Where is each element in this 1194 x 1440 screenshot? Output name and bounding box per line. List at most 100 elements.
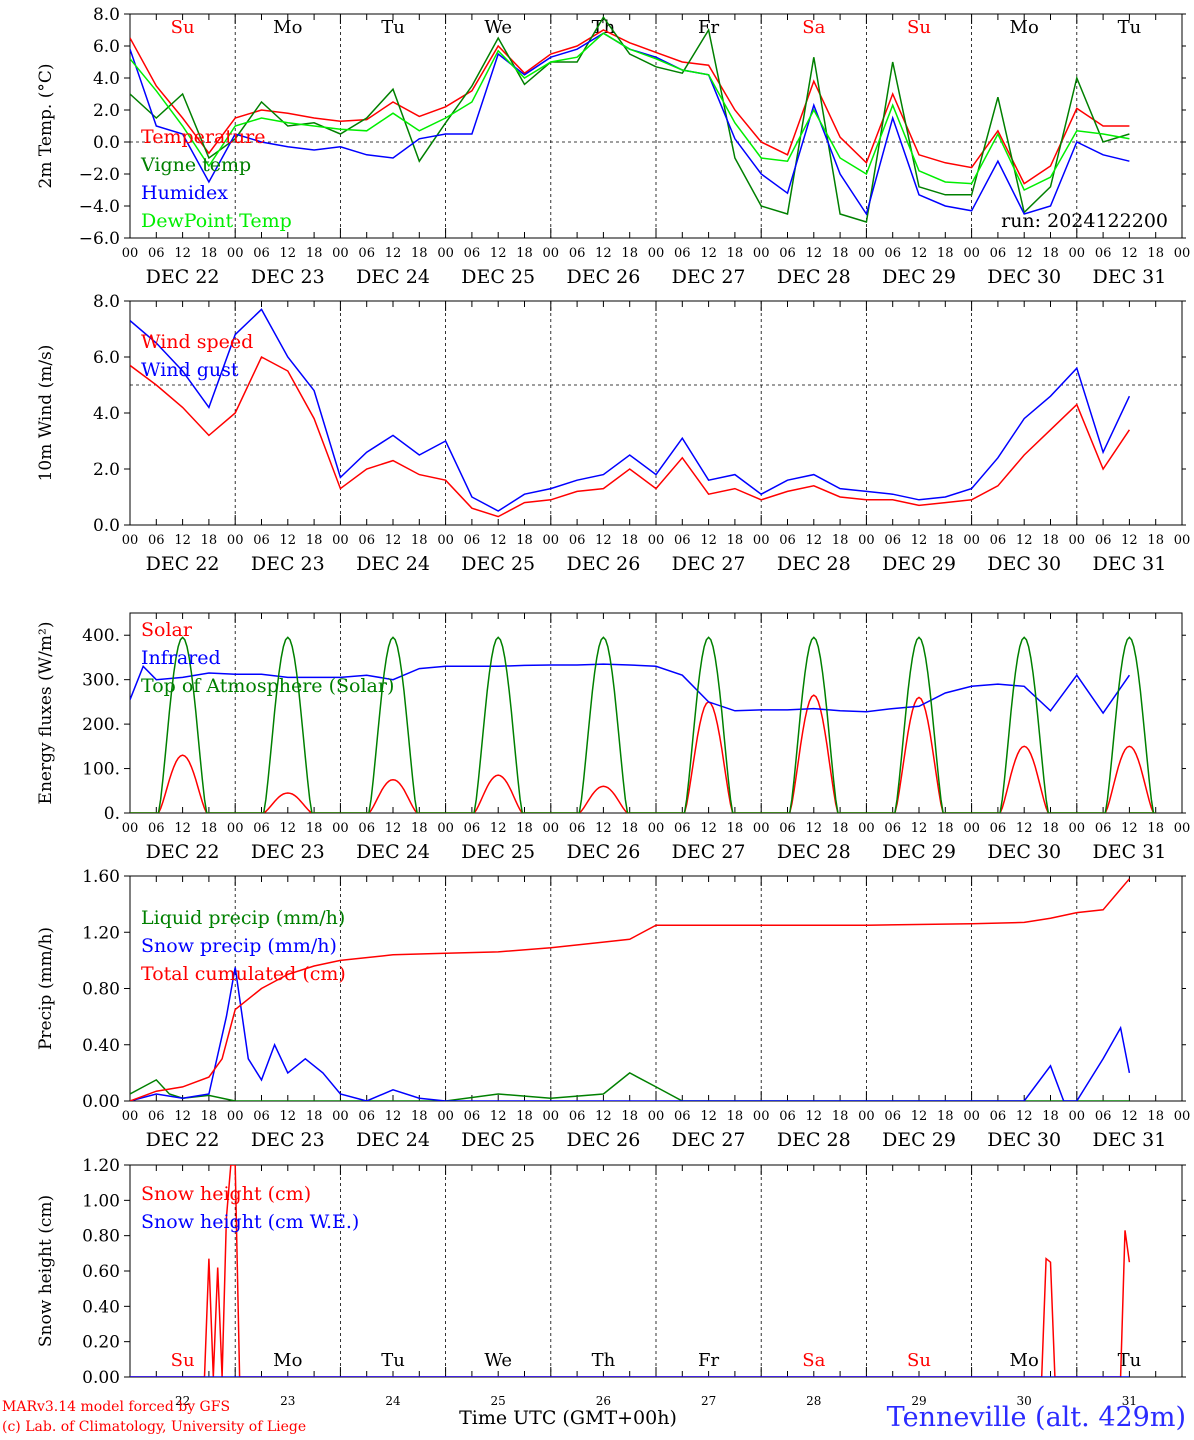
date-label: DEC 22: [146, 1129, 220, 1151]
x-tick-label: 12: [174, 533, 191, 548]
x-tick-label: 00: [858, 533, 875, 548]
plot-frame: [129, 300, 1183, 526]
x-tick-label: 00: [753, 533, 770, 548]
weekday-label: Tu: [1118, 17, 1142, 38]
date-label: DEC 24: [356, 841, 430, 863]
day-number-label: 30: [1017, 1394, 1032, 1408]
weekday-label: Su: [171, 1350, 195, 1371]
weekday-label: Th: [592, 1350, 616, 1371]
x-tick-label: 18: [937, 246, 954, 261]
x-tick-label: 12: [1016, 246, 1033, 261]
date-label: DEC 25: [461, 841, 535, 863]
x-tick-label: 00: [648, 246, 665, 261]
y-tick-label: 0.20: [82, 1333, 120, 1353]
x-tick-label: 18: [306, 533, 323, 548]
x-tick-label: 12: [174, 821, 191, 836]
x-tick-label: 12: [595, 1109, 612, 1124]
x-tick-label: 06: [253, 246, 270, 261]
weekday-label: We: [484, 1350, 512, 1371]
x-tick-label: 18: [937, 533, 954, 548]
date-label: DEC 26: [566, 1129, 640, 1151]
y-tick-label: 200.: [82, 715, 120, 735]
x-tick-label: 18: [937, 1109, 954, 1124]
date-label: DEC 26: [566, 553, 640, 575]
x-tick-label: 06: [779, 533, 796, 548]
x-tick-label: 00: [332, 1109, 349, 1124]
date-label: DEC 25: [461, 1129, 535, 1151]
run-label: run: 2024122200: [1001, 210, 1168, 232]
date-label: DEC 29: [882, 841, 956, 863]
y-tick-label: 0.0: [93, 516, 120, 536]
date-label: DEC 30: [987, 1129, 1061, 1151]
y-tick-label: 100.: [82, 760, 120, 780]
x-tick-label: 06: [779, 1109, 796, 1124]
panel-3: 400. 300. 200. 100. 0. Energy fluxes (W/m²) 00…: [36, 612, 1190, 863]
y-axis-label: 10m Wind (m/s): [36, 345, 56, 482]
date-label: DEC 31: [1092, 266, 1166, 288]
x-tick-label: 18: [306, 821, 323, 836]
x-tick-label: 18: [411, 1109, 428, 1124]
x-tick-label: 18: [727, 821, 744, 836]
x-tick-label: 06: [884, 821, 901, 836]
x-tick-label: 00: [858, 1109, 875, 1124]
day-number-label: 22: [175, 1394, 190, 1408]
y-tick-label: 2.0: [93, 101, 120, 121]
y-tick-label: 0.0: [93, 133, 120, 153]
date-label: DEC 30: [987, 553, 1061, 575]
panel-1: 8.0 6.0 4.0 2.0 0.0 −2.0 −4.0 −6.0 2m Temp. (°C)…: [36, 5, 1190, 288]
x-tick-label: 06: [1095, 533, 1112, 548]
y-tick-label: 8.0: [93, 292, 120, 312]
x-tick-label: 00: [648, 533, 665, 548]
series-line-dewpoint-temp: [130, 32, 1130, 192]
x-tick-label: 12: [700, 1109, 717, 1124]
legend-entry: Snow height (cm): [141, 1183, 311, 1205]
date-label: DEC 30: [987, 266, 1061, 288]
x-tick-label: 06: [148, 246, 165, 261]
series-line-temperature: [130, 29, 1130, 185]
x-tick-label: 00: [1174, 246, 1191, 261]
x-tick-label: 12: [490, 533, 507, 548]
weekday-label: Su: [907, 17, 931, 38]
series-line-top-of-atmosphere-solar-: [130, 636, 1156, 813]
x-tick-label: 06: [1095, 1109, 1112, 1124]
date-label: DEC 26: [566, 266, 640, 288]
weekday-label: Su: [907, 1350, 931, 1371]
x-tick-label: 06: [464, 246, 481, 261]
x-tick-label: 12: [911, 821, 928, 836]
y-axis-label: 2m Temp. (°C): [36, 63, 56, 188]
legend-entry: Snow height (cm W.E.): [141, 1211, 359, 1233]
x-tick-label: 06: [884, 1109, 901, 1124]
y-tick-label: 1.00: [82, 1191, 120, 1211]
x-tick-label: 06: [990, 533, 1007, 548]
x-tick-label: 00: [437, 1109, 454, 1124]
y-tick-label: 4.0: [93, 404, 120, 424]
x-tick-label: 12: [700, 533, 717, 548]
lab-credit: (c) Lab. of Climatology, University of L…: [2, 1419, 307, 1435]
y-tick-label: 8.0: [93, 5, 120, 25]
x-tick-label: 06: [990, 821, 1007, 836]
x-tick-label: 18: [516, 1109, 533, 1124]
x-tick-label: 00: [543, 246, 560, 261]
x-tick-label: 12: [174, 1109, 191, 1124]
weekday-label: Fr: [698, 1350, 719, 1371]
series-line-solar: [130, 694, 1156, 813]
x-tick-label: 00: [1069, 246, 1086, 261]
x-tick-label: 18: [201, 821, 218, 836]
y-axis-label: Snow height (cm): [36, 1195, 56, 1347]
panel-4: 1.60 1.20 0.80 0.40 0.00 Precip (mm/h) 00 06 12 1…: [36, 867, 1190, 1151]
x-tick-label: 12: [595, 821, 612, 836]
x-tick-label: 18: [937, 821, 954, 836]
x-tick-label: 06: [884, 246, 901, 261]
legend-entry: Humidex: [141, 182, 228, 204]
y-axis-label: Precip (mm/h): [36, 927, 56, 1050]
x-tick-label: 18: [411, 821, 428, 836]
y-tick-label: −4.0: [79, 197, 120, 217]
x-tick-label: 06: [569, 821, 586, 836]
x-tick-label: 12: [385, 533, 402, 548]
x-tick-label: 12: [1016, 821, 1033, 836]
x-tick-label: 12: [1121, 821, 1138, 836]
x-tick-label: 00: [332, 821, 349, 836]
y-tick-label: 0.80: [82, 1227, 120, 1247]
y-tick-label: 0.00: [82, 1368, 120, 1388]
x-tick-label: 12: [1121, 246, 1138, 261]
